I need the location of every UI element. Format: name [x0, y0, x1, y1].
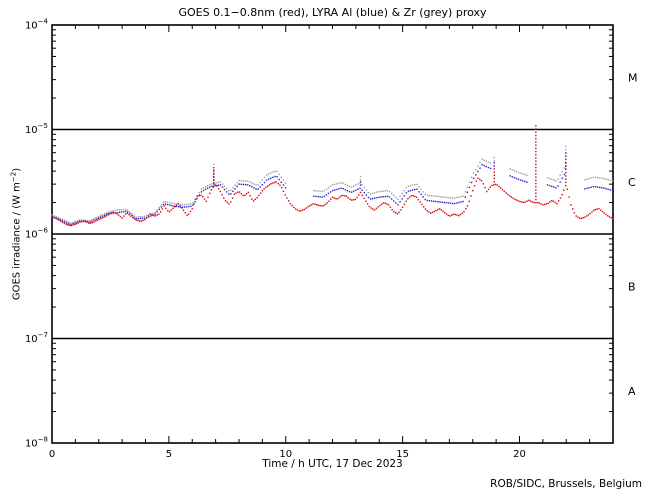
y-tick-label: 10−4: [25, 18, 49, 32]
credit-text: ROB/SIDC, Brussels, Belgium: [490, 478, 642, 490]
y-axis-label-suffix: ): [11, 167, 23, 172]
x-tick-label: 15: [396, 449, 409, 460]
flare-class-label: C: [628, 176, 636, 189]
flare-class-label: M: [628, 71, 638, 84]
x-axis-label: Time / h UTC, 17 Dec 2023: [262, 458, 403, 470]
y-axis-label-exponent: −2: [9, 171, 18, 183]
y-tick-label: 10−6: [25, 227, 49, 241]
x-tick-label: 20: [513, 449, 526, 460]
x-tick-label: 10: [279, 449, 292, 460]
flare-class-label: A: [628, 385, 636, 398]
y-tick-label: 10−7: [25, 331, 48, 345]
y-axis-label: GOES irradiance / (W m−2): [9, 168, 22, 300]
flare-class-label: B: [628, 280, 636, 293]
y-tick-label: 10−5: [25, 122, 48, 136]
x-tick-label: 5: [166, 449, 172, 460]
y-tick-label: 10−8: [25, 436, 48, 450]
x-tick-label: 0: [49, 449, 55, 460]
chart-title: GOES 0.1−0.8nm (red), LYRA Al (blue) & Z…: [178, 6, 487, 19]
y-axis-label-prefix: GOES irradiance / (W m: [11, 182, 23, 301]
